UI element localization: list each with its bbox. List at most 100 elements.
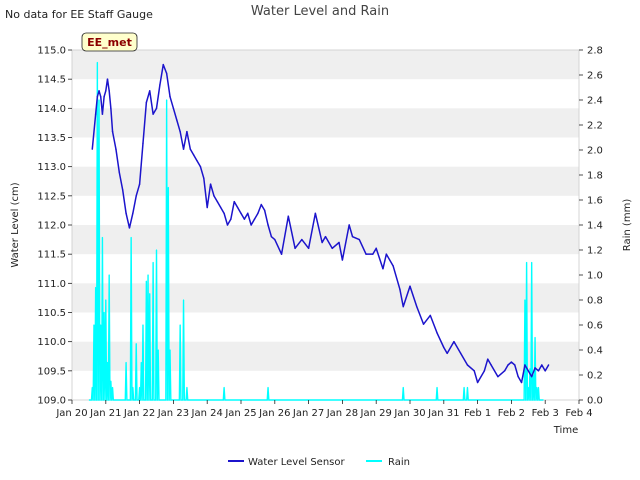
rain-point bbox=[186, 386, 188, 389]
x-tick-label: Jan 23 bbox=[157, 408, 189, 419]
water-level-point bbox=[507, 364, 509, 366]
water-level-point bbox=[385, 253, 388, 255]
water-level-point bbox=[260, 203, 262, 206]
rain-point bbox=[537, 386, 540, 389]
no-data-note: No data for EE Staff Gauge bbox=[5, 8, 153, 21]
rain-point bbox=[466, 386, 469, 389]
water-level-point bbox=[118, 171, 121, 174]
water-level-point bbox=[490, 364, 492, 366]
water-level-point bbox=[348, 224, 350, 226]
water-level-point bbox=[267, 224, 269, 226]
water-level-point bbox=[460, 352, 462, 355]
rain-point bbox=[101, 236, 104, 239]
rain-point bbox=[106, 361, 109, 364]
y-tick-label: 110.0 bbox=[37, 337, 66, 348]
water-level-point bbox=[307, 247, 310, 250]
rain-point bbox=[402, 386, 404, 389]
water-level-point bbox=[520, 381, 523, 384]
water-level-point bbox=[524, 364, 526, 366]
water-level-point bbox=[341, 259, 344, 261]
rain-point bbox=[145, 280, 147, 282]
water-level-point bbox=[514, 364, 516, 366]
water-level-point bbox=[199, 165, 202, 168]
water-level-point bbox=[111, 130, 114, 133]
y-axis-left: 109.0 109.5 110.0 110.5 111.0 111.5 112.0 112.5… bbox=[37, 46, 72, 407]
water-level-point bbox=[108, 90, 110, 92]
rain-point bbox=[130, 236, 132, 239]
water-level-point bbox=[230, 218, 232, 220]
y2-tick-label: 0.0 bbox=[587, 396, 603, 407]
x-tick-label: Jan 26 bbox=[258, 408, 290, 419]
rain-point bbox=[91, 386, 93, 389]
y-tick-label: 113.5 bbox=[37, 133, 66, 144]
x-tick-label: Feb 4 bbox=[565, 408, 592, 419]
water-level-point bbox=[162, 63, 164, 66]
water-level-point bbox=[128, 227, 131, 229]
water-level-point bbox=[132, 212, 134, 215]
x-tick-label: Jan 20 bbox=[55, 408, 87, 419]
rain-point bbox=[166, 99, 168, 101]
rain-point bbox=[529, 368, 531, 370]
water-level-point bbox=[436, 332, 438, 334]
y-tick-label: 115.0 bbox=[37, 46, 66, 57]
rain-point bbox=[111, 386, 114, 389]
water-level-point bbox=[152, 113, 154, 115]
water-level-point bbox=[165, 72, 168, 75]
water-level-point bbox=[203, 177, 205, 180]
water-level-point bbox=[338, 241, 340, 244]
water-level-point bbox=[375, 247, 377, 250]
rain-point bbox=[527, 386, 529, 389]
rain-point bbox=[526, 261, 528, 264]
water-level-point bbox=[159, 84, 161, 86]
y2-tick-label: 1.8 bbox=[587, 171, 603, 182]
water-level-point bbox=[530, 375, 533, 378]
water-level-point bbox=[510, 361, 513, 363]
x-axis-title: Time bbox=[553, 425, 578, 436]
rain-point bbox=[108, 274, 110, 276]
rain-point bbox=[155, 249, 158, 251]
water-level-point bbox=[243, 218, 246, 220]
water-level-point bbox=[186, 130, 188, 133]
rain-point bbox=[436, 386, 438, 389]
y2-tick-label: 0.4 bbox=[587, 346, 603, 357]
water-level-point bbox=[446, 352, 448, 355]
water-level-point bbox=[263, 209, 266, 212]
y-tick-label: 112.0 bbox=[37, 221, 66, 232]
y-tick-label: 109.0 bbox=[37, 396, 66, 407]
water-level-point bbox=[358, 238, 360, 241]
water-level-point bbox=[453, 340, 455, 343]
water-level-point bbox=[149, 90, 151, 92]
rain-point bbox=[534, 336, 536, 339]
rain-point bbox=[140, 361, 142, 364]
y-tick-label: 112.5 bbox=[37, 191, 66, 202]
water-level-point bbox=[416, 305, 418, 308]
grid-band bbox=[72, 225, 579, 255]
rain-point bbox=[125, 361, 127, 364]
water-level-point bbox=[257, 212, 259, 215]
y-tick-label: 113.0 bbox=[37, 162, 66, 173]
y2-tick-label: 2.0 bbox=[587, 146, 603, 157]
water-level-point bbox=[206, 206, 208, 209]
water-level-point bbox=[497, 375, 499, 378]
water-level-point bbox=[105, 90, 107, 92]
grid-band bbox=[72, 166, 579, 196]
water-level-point bbox=[98, 90, 100, 92]
water-level-point bbox=[324, 235, 327, 238]
water-level-point bbox=[253, 218, 256, 220]
x-tick-label: Feb 1 bbox=[464, 408, 491, 419]
rain-point bbox=[132, 386, 134, 389]
water-level-point bbox=[287, 215, 290, 217]
water-level-point bbox=[372, 253, 374, 255]
water-level-point bbox=[236, 206, 239, 209]
rain-point bbox=[536, 386, 538, 389]
water-level-point bbox=[142, 142, 144, 145]
water-level-point bbox=[196, 160, 198, 162]
y2-tick-label: 0.8 bbox=[587, 296, 603, 307]
water-series bbox=[91, 63, 550, 384]
water-level-point bbox=[122, 189, 124, 191]
grid-band bbox=[72, 50, 579, 80]
water-level-point bbox=[209, 183, 212, 185]
x-tick-label: Jan 22 bbox=[123, 408, 155, 419]
water-level-point bbox=[176, 119, 178, 121]
background-bands bbox=[72, 50, 579, 371]
